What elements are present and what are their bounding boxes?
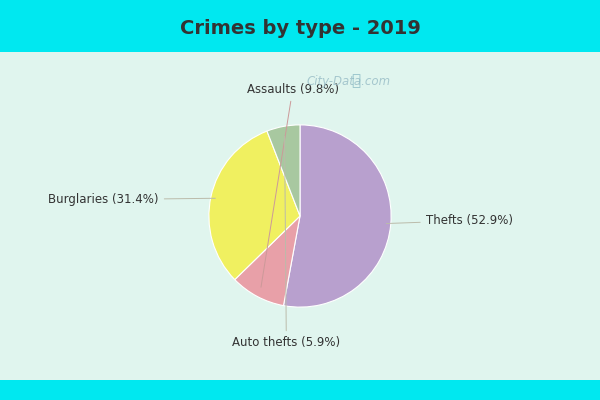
Text: Assaults (9.8%): Assaults (9.8%) [247,83,339,287]
Text: Auto thefts (5.9%): Auto thefts (5.9%) [232,136,340,349]
Text: Burglaries (31.4%): Burglaries (31.4%) [48,193,215,206]
Text: City-Data.com: City-Data.com [307,75,391,88]
Wedge shape [283,125,391,307]
Wedge shape [235,216,300,306]
Text: ⓘ: ⓘ [351,73,360,88]
Text: Crimes by type - 2019: Crimes by type - 2019 [179,18,421,38]
Wedge shape [209,131,300,280]
Wedge shape [267,125,300,216]
Text: Thefts (52.9%): Thefts (52.9%) [386,214,513,227]
